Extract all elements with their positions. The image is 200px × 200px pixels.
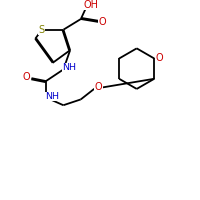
Text: O: O [156,53,163,63]
Text: O: O [99,17,106,27]
Text: NH: NH [62,63,76,72]
Text: S: S [39,25,45,35]
Text: O: O [23,72,30,82]
Text: NH: NH [45,92,59,101]
Text: O: O [95,82,102,92]
Text: OH: OH [84,0,99,10]
